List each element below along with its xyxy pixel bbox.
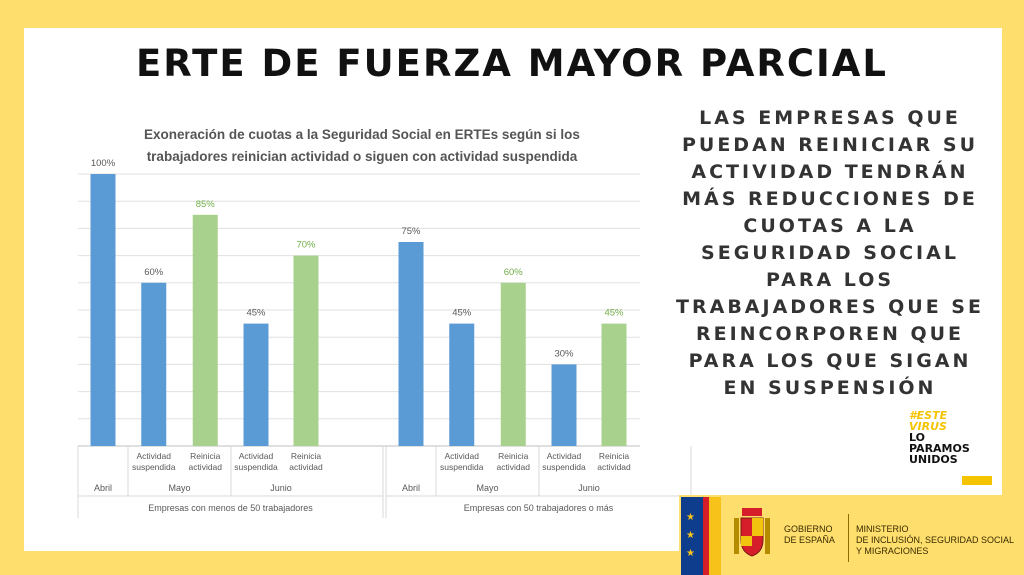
bar xyxy=(293,255,319,446)
campaign-logo-line: UNIDOS xyxy=(909,453,958,466)
ministry-name: MINISTERIO DE INCLUSIÓN, SEGURIDAD SOCIA… xyxy=(856,524,1014,557)
category-label: Actividad xyxy=(239,451,274,461)
data-label: 45% xyxy=(452,308,472,319)
side-line: PARA LOS xyxy=(765,269,895,291)
bar xyxy=(551,364,577,446)
month-label: Abril xyxy=(402,483,420,493)
group-label: Empresas con 50 trabajadores o más xyxy=(464,503,614,513)
government-name: GOBIERNO DE ESPAÑA xyxy=(784,524,835,546)
category-label: Reinicia xyxy=(498,451,529,461)
data-label: 100% xyxy=(91,158,116,169)
group-label: Empresas con menos de 50 trabajadores xyxy=(148,503,313,513)
star-icon: ★ xyxy=(686,548,695,559)
chart-title-line2: trabajadores reinician actividad o sigue… xyxy=(146,149,578,164)
month-label: Junio xyxy=(578,483,600,493)
campaign-logo-line: #ESTE xyxy=(909,409,948,422)
bar xyxy=(500,282,526,446)
month-label: Mayo xyxy=(476,483,498,493)
eu-flag-stripe xyxy=(681,497,703,575)
category-label: Actividad xyxy=(547,451,582,461)
category-label: actividad xyxy=(597,462,631,472)
side-line: TRABAJADORES QUE SE xyxy=(676,296,984,318)
category-label: suspendida xyxy=(234,462,278,472)
category-label: suspendida xyxy=(542,462,586,472)
page-title: ERTE DE FUERZA MAYOR PARCIAL xyxy=(136,42,888,85)
category-label: actividad xyxy=(289,462,323,472)
campaign-logo-line: PARAMOS xyxy=(909,442,970,455)
star-icon: ★ xyxy=(686,530,695,541)
data-label: 75% xyxy=(401,226,421,237)
ministry-line: MINISTERIO xyxy=(856,524,909,534)
category-label: Reinicia xyxy=(190,451,221,461)
ministry-line: DE INCLUSIÓN, SEGURIDAD SOCIAL xyxy=(856,535,1015,545)
spain-flag-yellow-stripe xyxy=(709,497,721,575)
campaign-logo-line: LO xyxy=(909,431,925,444)
category-label: Actividad xyxy=(137,451,172,461)
side-line: PARA LOS QUE SIGAN xyxy=(688,350,972,372)
month-label: Mayo xyxy=(168,483,190,493)
bar xyxy=(192,214,218,446)
category-label: suspendida xyxy=(132,462,176,472)
category-label: Reinicia xyxy=(599,451,630,461)
data-label: 45% xyxy=(604,308,624,319)
data-label: 85% xyxy=(196,199,216,210)
campaign-logo-line: VIRUS xyxy=(909,420,947,433)
side-line: PUEDAN REINICIAR SU xyxy=(681,134,979,156)
bar xyxy=(243,323,269,446)
side-line: CUOTAS A LA xyxy=(743,215,917,237)
side-line: MÁS REDUCCIONES DE xyxy=(682,188,978,210)
bar xyxy=(141,282,167,446)
side-line: REINCORPOREN QUE xyxy=(695,323,965,345)
spain-flag-red-stripe xyxy=(703,497,709,575)
star-icon: ★ xyxy=(686,512,695,523)
side-line: LAS EMPRESAS QUE xyxy=(699,107,961,129)
data-label: 60% xyxy=(144,267,164,278)
divider xyxy=(848,514,849,562)
bar xyxy=(398,242,424,446)
side-line: SEGURIDAD SOCIAL xyxy=(701,242,959,264)
ministry-line: Y MIGRACIONES xyxy=(856,546,929,556)
side-line: ACTIVIDAD TENDRÁN xyxy=(691,161,969,183)
gov-line: GOBIERNO xyxy=(784,524,833,534)
category-label: suspendida xyxy=(440,462,484,472)
month-label: Abril xyxy=(94,483,112,493)
data-label: 70% xyxy=(296,240,316,251)
mini-flag-logo xyxy=(962,476,992,485)
campaign-logo: #ESTE VIRUS LO PARAMOS UNIDOS xyxy=(909,410,970,465)
data-label: 60% xyxy=(504,267,524,278)
month-label: Junio xyxy=(270,483,292,493)
gov-line: DE ESPAÑA xyxy=(784,535,835,545)
coat-of-arms-icon xyxy=(734,508,770,557)
category-label: actividad xyxy=(496,462,530,472)
category-label: Reinicia xyxy=(291,451,322,461)
side-message: LAS EMPRESAS QUE PUEDAN REINICIAR SU ACT… xyxy=(660,105,1000,402)
side-line: EN SUSPENSIÓN xyxy=(723,377,937,399)
bar xyxy=(90,174,116,446)
data-label: 30% xyxy=(554,348,574,359)
chart-title-line1: Exoneración de cuotas a la Seguridad Soc… xyxy=(144,127,580,142)
category-label: Actividad xyxy=(445,451,480,461)
bar xyxy=(601,323,627,446)
category-label: actividad xyxy=(188,462,222,472)
data-label: 45% xyxy=(246,308,266,319)
chart-title: Exoneración de cuotas a la Seguridad Soc… xyxy=(96,124,628,168)
bar xyxy=(449,323,475,446)
